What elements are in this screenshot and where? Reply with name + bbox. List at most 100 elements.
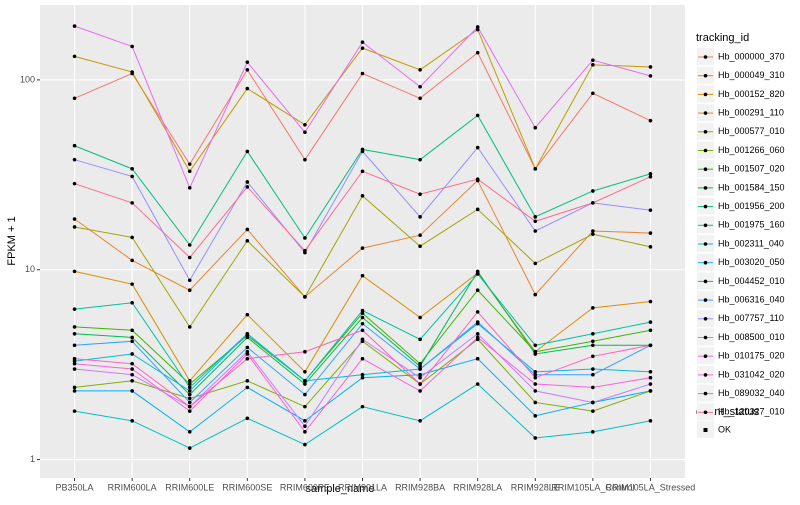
data-point	[303, 430, 307, 434]
data-point	[533, 382, 538, 386]
data-point	[591, 189, 595, 193]
data-point	[245, 227, 250, 232]
data-point	[303, 295, 307, 299]
legend-label: Hb_007757_110	[718, 313, 784, 323]
legend-label: Hb_120327_010	[718, 407, 785, 417]
legend-label: Hb_001266_060	[718, 145, 785, 155]
data-point	[418, 364, 422, 369]
legend-point	[703, 204, 708, 209]
data-point	[130, 174, 134, 179]
data-point	[130, 352, 134, 356]
legend-point	[703, 260, 708, 265]
legend-label: Hb_008500_010	[718, 332, 785, 342]
data-point	[591, 232, 595, 236]
data-point	[303, 157, 307, 162]
data-point	[360, 40, 365, 44]
data-point	[303, 419, 307, 423]
data-point	[360, 328, 365, 333]
data-point	[245, 239, 250, 243]
data-point	[418, 157, 422, 162]
data-point	[475, 310, 480, 314]
data-point	[130, 201, 134, 205]
data-point	[130, 300, 134, 305]
data-point	[72, 157, 77, 162]
data-point	[130, 335, 134, 340]
data-point	[303, 236, 307, 240]
data-point	[303, 349, 307, 354]
data-point	[475, 356, 480, 361]
data-point	[72, 217, 77, 221]
data-point	[591, 385, 595, 390]
data-point	[475, 335, 480, 340]
legend-label: OK	[718, 424, 731, 434]
data-point	[245, 60, 250, 64]
data-point	[591, 229, 595, 233]
data-point	[187, 400, 192, 405]
data-point	[360, 404, 365, 409]
data-point	[303, 370, 307, 374]
x-tick-label: RRIM600LE	[165, 482, 214, 492]
data-point	[418, 244, 422, 249]
legend-point	[703, 130, 708, 134]
data-point	[72, 389, 77, 393]
data-point	[418, 215, 422, 219]
x-tick-label: PB350LA	[56, 482, 94, 492]
data-point	[72, 343, 77, 348]
data-point	[475, 382, 480, 386]
data-point	[475, 269, 480, 274]
data-point	[648, 419, 653, 423]
data-point	[72, 307, 77, 311]
x-tick-label: RRIM928LA	[453, 482, 502, 492]
legend-label: Hb_003020_050	[718, 257, 785, 267]
data-point	[187, 382, 192, 386]
data-point	[475, 207, 480, 212]
data-point	[591, 400, 595, 405]
legend-label: Hb_006316_040	[718, 294, 785, 304]
data-point	[130, 44, 134, 49]
legend-label: Hb_002311_040	[718, 238, 784, 248]
data-point	[360, 308, 365, 313]
x-tick-label: RRIM105LA_Stressed	[606, 482, 696, 492]
data-point	[533, 372, 538, 377]
data-point	[418, 337, 422, 342]
legend-point	[703, 73, 708, 78]
data-point	[130, 339, 134, 344]
data-point	[245, 331, 250, 336]
data-point	[591, 354, 595, 359]
data-point	[475, 288, 480, 293]
x-tick-label: RRIM901LA	[338, 482, 387, 492]
x-tick-label: RRIM105LA_Control	[551, 482, 634, 492]
legend-label: Hb_031042_020	[718, 369, 785, 379]
legend-label: Hb_010175_020	[718, 351, 785, 361]
legend-point	[703, 92, 708, 97]
x-axis-title: sample_name	[305, 483, 374, 495]
legend-point	[703, 335, 708, 340]
data-point	[303, 382, 307, 386]
data-point	[591, 306, 595, 310]
data-point	[303, 392, 307, 397]
data-point	[360, 194, 365, 198]
data-point	[187, 446, 192, 450]
data-point	[360, 149, 365, 154]
data-point	[648, 299, 653, 304]
data-point	[245, 86, 250, 91]
data-point	[533, 400, 538, 405]
x-tick-label: RRIM600PE	[280, 482, 330, 492]
data-point	[533, 292, 538, 297]
data-point	[245, 68, 250, 72]
data-point	[418, 375, 422, 380]
data-point	[360, 273, 365, 278]
data-point	[591, 343, 595, 348]
data-point	[187, 325, 192, 329]
data-point	[475, 113, 480, 118]
legend-label: Hb_000049_310	[718, 70, 785, 80]
x-tick-label: RRIM600LA	[108, 482, 157, 492]
data-point	[130, 389, 134, 393]
data-point	[418, 96, 422, 101]
data-point	[648, 231, 653, 235]
data-point	[418, 367, 422, 371]
data-point	[418, 419, 422, 423]
legend-point	[703, 167, 708, 171]
data-point	[187, 404, 192, 409]
data-point	[648, 65, 653, 69]
